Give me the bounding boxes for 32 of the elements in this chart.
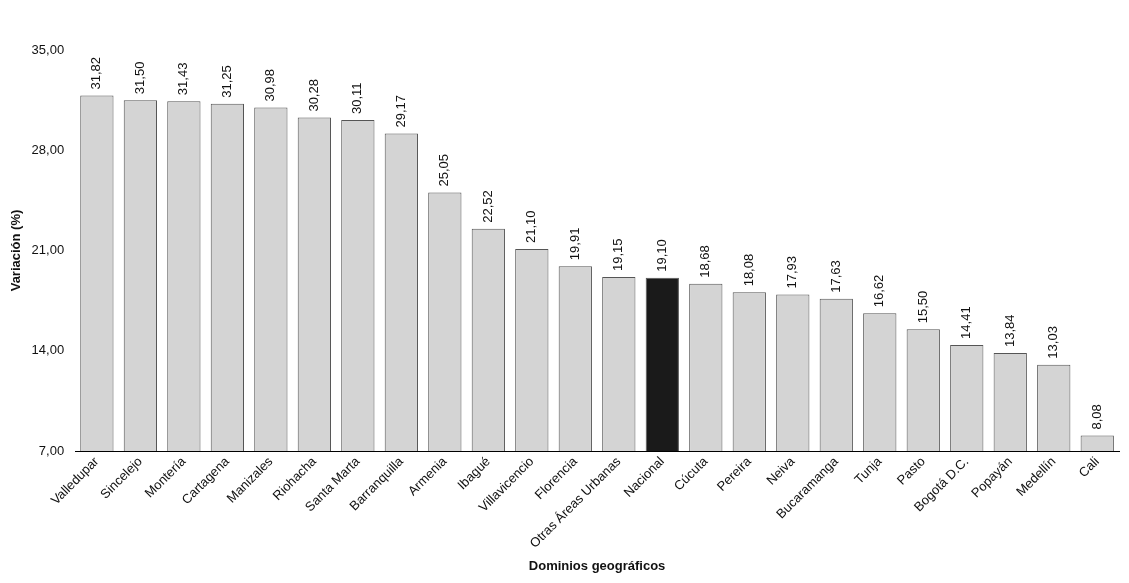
y-tick-label: 21,00 bbox=[31, 242, 65, 258]
data-label: 19,10 bbox=[653, 239, 669, 272]
x-axis-title: Dominios geográficos bbox=[528, 557, 666, 573]
data-label: 18,68 bbox=[697, 245, 713, 278]
x-tick-label: Cali bbox=[1075, 453, 1102, 481]
y-axis-title: Variación (%) bbox=[8, 209, 24, 292]
data-label: 19,91 bbox=[566, 227, 582, 261]
y-tick-label: 14,00 bbox=[31, 342, 65, 358]
data-label: 15,50 bbox=[914, 290, 930, 324]
data-label: 13,03 bbox=[1045, 326, 1061, 359]
data-label: 30,11 bbox=[349, 82, 365, 115]
y-tick-label: 35,00 bbox=[31, 41, 65, 57]
data-label: 31,25 bbox=[218, 65, 234, 98]
data-label: 19,15 bbox=[610, 238, 626, 272]
y-tick-label: 7,00 bbox=[38, 442, 65, 458]
data-label: 16,62 bbox=[871, 274, 887, 308]
data-label: 29,17 bbox=[392, 94, 408, 128]
data-label: 21,10 bbox=[523, 210, 539, 244]
data-label: 17,93 bbox=[784, 255, 800, 289]
data-label: 22,52 bbox=[479, 190, 495, 223]
data-label: 25,05 bbox=[436, 153, 452, 187]
data-label: 8,08 bbox=[1088, 404, 1104, 430]
data-label: 31,43 bbox=[175, 62, 191, 96]
data-label: 17,63 bbox=[827, 260, 843, 293]
data-label: 13,84 bbox=[1001, 314, 1017, 348]
data-label: 30,28 bbox=[305, 79, 321, 112]
data-label: 30,98 bbox=[262, 69, 278, 102]
data-label: 31,82 bbox=[88, 57, 104, 90]
data-label: 14,41 bbox=[958, 306, 974, 339]
data-label: 18,08 bbox=[740, 253, 756, 287]
data-label: 31,50 bbox=[131, 61, 147, 95]
y-tick-label: 28,00 bbox=[31, 141, 65, 157]
